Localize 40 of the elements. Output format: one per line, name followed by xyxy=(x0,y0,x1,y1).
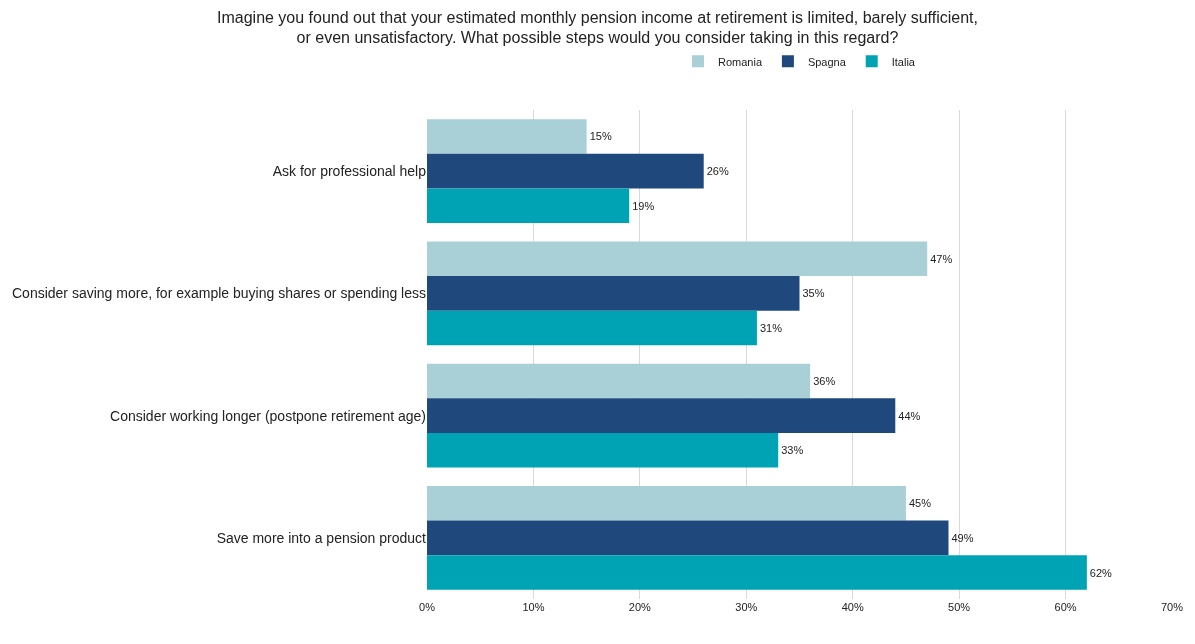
chart-title: Imagine you found out that your estimated monthly pension income at retirement is limited, barely sufficient, or even unsatisfactory. What possible steps would you consider taking in this regard? xyxy=(217,8,978,47)
bar xyxy=(427,398,896,433)
x-tick-label: 30% xyxy=(735,601,758,613)
x-tick-label: 40% xyxy=(841,601,864,613)
data-label: 49% xyxy=(951,531,974,544)
y-tick-label: Consider working longer (postpone retirement age) xyxy=(110,407,426,424)
bar xyxy=(427,188,630,224)
data-label: 26% xyxy=(706,165,729,178)
data-label: 19% xyxy=(632,199,655,212)
data-label: 15% xyxy=(589,130,612,143)
data-label: 35% xyxy=(802,287,825,300)
bar xyxy=(427,276,800,311)
bar xyxy=(427,119,587,154)
y-tick-label: Save more into a pension product xyxy=(216,529,427,546)
bar xyxy=(427,363,811,399)
bar xyxy=(427,241,928,277)
data-label: 47% xyxy=(930,252,953,265)
x-tick-label: 60% xyxy=(1054,601,1077,613)
data-label: 62% xyxy=(1089,566,1113,579)
bar xyxy=(427,310,757,346)
x-tick-label: 70% xyxy=(1160,601,1184,613)
bar xyxy=(427,485,906,521)
x-tick-label: 20% xyxy=(628,601,652,613)
bar xyxy=(427,555,1087,590)
data-label: 36% xyxy=(813,374,836,387)
legend-label: Italia xyxy=(891,55,916,68)
data-label: 33% xyxy=(781,444,804,457)
legend-label: Spagna xyxy=(807,55,847,68)
data-label: 31% xyxy=(759,322,783,335)
x-tick-label: 10% xyxy=(522,601,545,613)
data-label: 44% xyxy=(898,409,921,422)
y-tick-label: Consider saving more, for example buying shares or spending less xyxy=(12,285,426,302)
bar xyxy=(427,153,704,189)
data-label: 45% xyxy=(908,497,932,510)
bar xyxy=(427,520,949,556)
bar xyxy=(427,432,779,468)
legend-label: Romania xyxy=(718,55,763,68)
x-tick-label: 50% xyxy=(948,601,971,613)
y-tick-label: Ask for professional help xyxy=(272,163,427,180)
x-tick-label: 0% xyxy=(419,601,436,613)
